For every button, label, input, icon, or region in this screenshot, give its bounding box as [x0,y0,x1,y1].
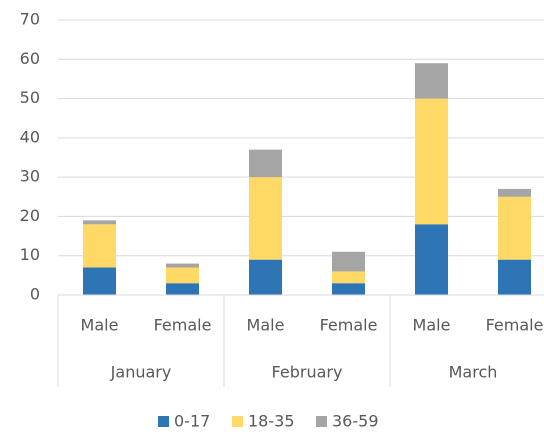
group-label: February [272,363,343,382]
bar-segment [498,259,531,295]
y-tick-label: 50 [20,88,40,107]
x-tick-label: Female [486,316,544,335]
x-tick-label: Female [154,316,212,335]
bar-segment [166,283,199,295]
legend-swatch [232,416,243,427]
bar-segment [83,267,116,295]
bar-segment [83,224,116,268]
bar-segment [249,177,282,260]
bar-segment [498,196,531,260]
legend-swatch [158,416,169,427]
group-label: March [449,363,498,382]
x-tick-label: Male [413,316,451,335]
bar-segment [498,188,531,197]
legend-label: 36-59 [332,412,379,431]
x-tick-label: Male [247,316,285,335]
bar-segment [415,63,448,99]
bar-segment [249,259,282,295]
bar-segment [332,271,365,284]
bar-segment [332,251,365,272]
legend-swatch [316,416,327,427]
bar-segment [83,220,116,225]
bar-segment [166,267,199,284]
bar-segment [415,98,448,225]
legend-label: 18-35 [248,412,295,431]
y-tick-label: 0 [30,285,40,304]
bar-segment [332,283,365,295]
bar-segment [415,224,448,295]
y-tick-label: 40 [20,127,40,146]
y-tick-label: 10 [20,245,40,264]
bar-segment [249,149,282,178]
group-label: January [110,363,172,382]
bar-segment [166,263,199,268]
x-tick-label: Female [320,316,378,335]
y-tick-label: 60 [20,49,40,68]
legend-label: 0-17 [174,412,210,431]
x-tick-label: Male [81,316,119,335]
y-tick-label: 20 [20,206,40,225]
y-tick-label: 70 [20,10,40,29]
y-tick-label: 30 [20,167,40,186]
